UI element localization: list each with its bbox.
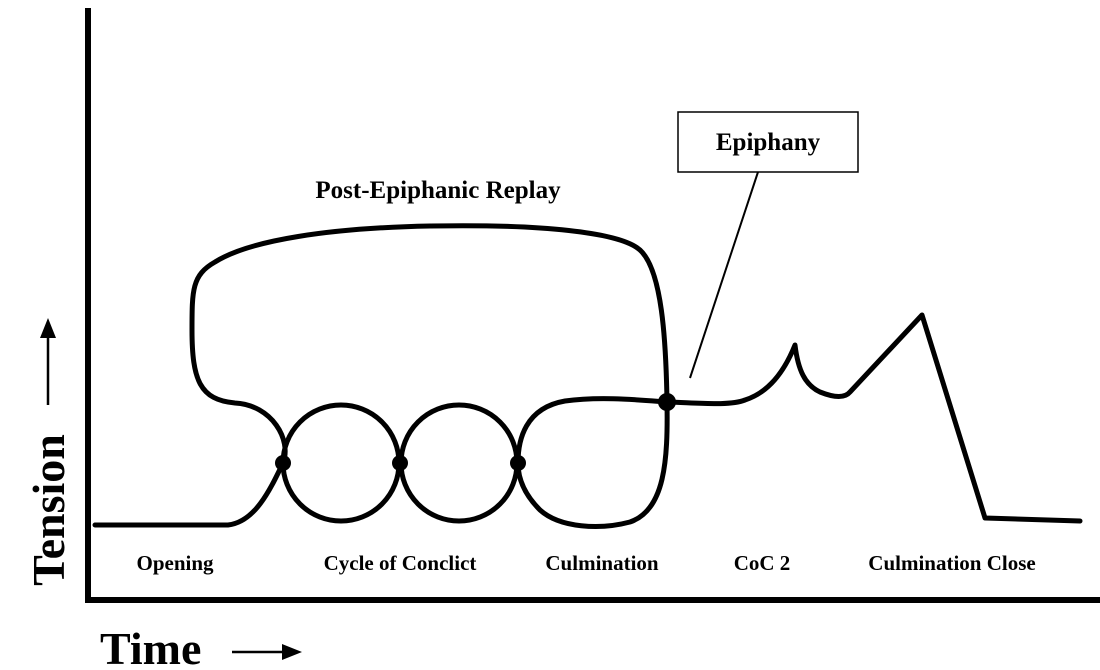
epiphany-box	[677, 111, 859, 173]
replay-label: Post-Epiphanic Replay	[315, 177, 561, 204]
phase-label: Opening	[136, 551, 214, 575]
phase-label: Cycle of Conclict	[324, 551, 477, 575]
junction-dot	[275, 455, 291, 471]
tension-curve	[92, 223, 1083, 529]
epiphany-pointer	[689, 171, 759, 379]
y-axis-label: Tension	[23, 434, 74, 586]
junction-dot	[510, 455, 526, 471]
phase-label: CoC 2	[734, 551, 791, 575]
junction-dot	[658, 393, 676, 411]
y-axis-arrow	[40, 318, 56, 405]
epiphany-label: Epiphany	[716, 129, 821, 156]
junction-dot	[392, 455, 408, 471]
phase-label: Culmination Close	[868, 551, 1035, 575]
phase-label: Culmination	[545, 551, 659, 575]
x-axis-arrow	[232, 644, 302, 660]
x-axis-label: Time	[100, 623, 201, 670]
